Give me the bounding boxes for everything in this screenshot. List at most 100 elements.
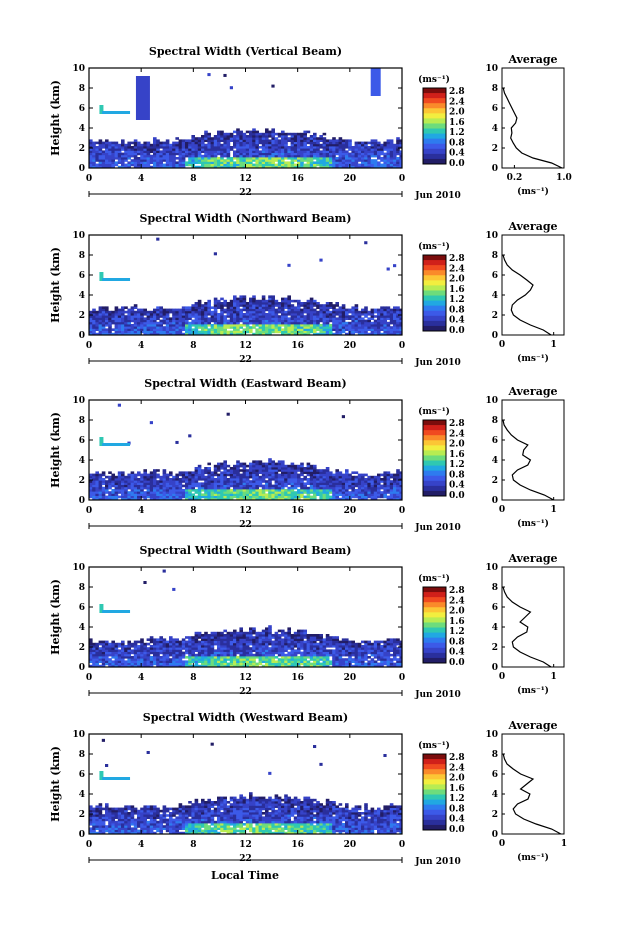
heatmap-cell bbox=[297, 474, 301, 477]
heatmap-cell bbox=[140, 474, 144, 477]
heatmap-cell bbox=[191, 135, 195, 138]
heatmap-cell bbox=[393, 144, 397, 147]
heatmap-cell bbox=[284, 161, 288, 164]
heatmap-cell bbox=[204, 476, 208, 479]
heatmap-cell bbox=[287, 487, 291, 490]
heatmap-cell bbox=[223, 315, 227, 318]
heatmap-cell bbox=[390, 139, 394, 142]
colorbar-tick-label: 2.0 bbox=[449, 108, 465, 118]
heatmap-cell bbox=[182, 471, 186, 474]
heatmap-cell bbox=[223, 159, 227, 162]
heatmap-cell bbox=[150, 471, 154, 474]
heatmap-cell bbox=[105, 480, 109, 483]
heatmap-cell bbox=[316, 469, 320, 472]
heatmap-cell bbox=[303, 164, 307, 167]
heatmap-cell bbox=[355, 471, 359, 474]
colorbar-swatch bbox=[423, 285, 446, 291]
heatmap-cell bbox=[92, 309, 96, 312]
heatmap-cell bbox=[348, 139, 352, 142]
heatmap bbox=[89, 238, 403, 336]
heatmap-cell bbox=[137, 478, 141, 481]
heatmap-cell bbox=[374, 476, 378, 479]
heatmap-cell bbox=[329, 471, 333, 474]
heatmap-cell bbox=[169, 317, 173, 320]
heatmap-cell bbox=[297, 489, 301, 492]
heatmap-cell bbox=[239, 324, 243, 327]
heatmap-cell bbox=[300, 309, 304, 312]
heatmap-cell bbox=[92, 643, 96, 646]
heatmap-cell bbox=[294, 133, 298, 136]
heatmap-cell bbox=[230, 632, 234, 635]
colorbar-swatch bbox=[423, 123, 446, 129]
heatmap-cell bbox=[358, 164, 362, 167]
heatmap-cell bbox=[147, 638, 151, 641]
heatmap-cell bbox=[163, 469, 167, 472]
x-tick-label: 0 bbox=[399, 174, 405, 184]
heatmap-cell bbox=[201, 155, 205, 158]
colorbar-tick-label: 1.6 bbox=[449, 118, 465, 128]
heatmap-cell bbox=[271, 85, 274, 88]
heatmap-cell bbox=[271, 460, 275, 463]
heatmap-cell bbox=[156, 474, 160, 477]
heatmap-cell bbox=[217, 300, 221, 303]
heatmap-cell bbox=[134, 641, 138, 644]
heatmap-cell bbox=[252, 128, 256, 131]
heatmap-cell bbox=[252, 654, 256, 657]
heatmap-cell bbox=[95, 471, 99, 474]
heatmap-cell bbox=[172, 309, 176, 312]
colorbar-swatch bbox=[423, 260, 446, 266]
heatmap-cell bbox=[172, 588, 175, 591]
heatmap-cell bbox=[191, 304, 195, 307]
heatmap-cell bbox=[345, 150, 349, 153]
heatmap-cell bbox=[249, 463, 253, 466]
heatmap-cell bbox=[150, 155, 154, 158]
heatmap-cell bbox=[182, 139, 186, 142]
colorbar-tick-label: 1.2 bbox=[449, 128, 465, 138]
heatmap-cell bbox=[380, 478, 384, 481]
heatmap-cell bbox=[246, 469, 250, 472]
heatmap-cell bbox=[387, 496, 391, 499]
heatmap-cell bbox=[163, 164, 167, 167]
heatmap-cell bbox=[220, 298, 224, 301]
heatmap-cell bbox=[259, 460, 263, 463]
heatmap-cell bbox=[182, 660, 186, 663]
y-axis-label: Height (km) bbox=[49, 412, 62, 488]
heatmap-cell bbox=[102, 478, 106, 481]
heatmap-cell bbox=[204, 131, 208, 134]
heatmap-cell bbox=[118, 496, 122, 499]
heatmap-cell bbox=[233, 630, 237, 633]
heatmap-cell bbox=[198, 331, 202, 334]
heatmap-cell bbox=[102, 641, 106, 644]
profile-title: Average bbox=[507, 53, 557, 66]
heatmap-cell bbox=[246, 131, 250, 134]
heatmap-cell bbox=[329, 496, 333, 499]
heatmap-cell bbox=[339, 306, 343, 309]
date-day: 22 bbox=[239, 520, 252, 530]
heatmap-cell bbox=[284, 133, 288, 136]
heatmap-cell bbox=[143, 491, 147, 494]
date-suffix: Jun 2010 bbox=[414, 191, 461, 201]
heatmap-cell bbox=[294, 491, 298, 494]
y-tick-label: 2 bbox=[79, 144, 85, 154]
heatmap-cell bbox=[259, 146, 263, 149]
heatmap-cell bbox=[102, 278, 130, 281]
heatmap-cell bbox=[121, 471, 125, 474]
heatmap-cell bbox=[156, 480, 160, 483]
heatmap-cell bbox=[358, 474, 362, 477]
y-tick-label: 10 bbox=[72, 64, 85, 74]
heatmap-cell bbox=[335, 302, 339, 305]
heatmap-cell bbox=[387, 139, 391, 142]
heatmap-cell bbox=[134, 139, 138, 142]
profile-y-tick-label: 6 bbox=[492, 104, 498, 114]
heatmap-cell bbox=[326, 302, 330, 305]
heatmap-cell bbox=[143, 469, 147, 472]
heatmap-cell bbox=[307, 487, 311, 490]
heatmap-cell bbox=[233, 131, 237, 134]
heatmap-cell bbox=[92, 142, 96, 145]
x-tick-label: 20 bbox=[344, 506, 357, 516]
heatmap-cell bbox=[393, 474, 397, 477]
x-tick-label: 4 bbox=[138, 341, 144, 351]
heatmap-cell bbox=[380, 485, 384, 488]
profile-y-tick-label: 10 bbox=[485, 396, 498, 406]
heatmap-cell bbox=[214, 298, 218, 301]
